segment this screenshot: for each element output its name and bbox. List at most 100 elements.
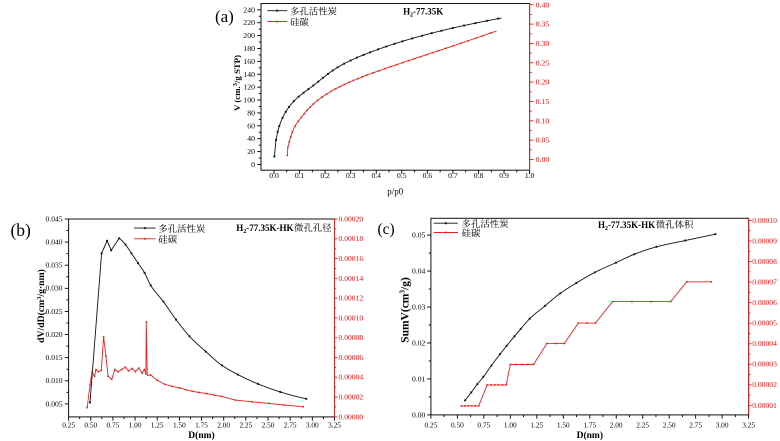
svg-text:0.05: 0.05 (412, 231, 425, 240)
svg-text:0.00006: 0.00006 (752, 298, 777, 307)
svg-text:0.0: 0.0 (269, 171, 279, 180)
svg-text:0.00010: 0.00010 (339, 313, 364, 322)
svg-text:0.30: 0.30 (536, 39, 550, 48)
svg-text:2.50: 2.50 (262, 421, 275, 430)
svg-text:0.1: 0.1 (295, 171, 305, 180)
svg-text:1.75: 1.75 (583, 420, 596, 429)
svg-text:1.00: 1.00 (504, 420, 517, 429)
svg-text:100: 100 (243, 96, 255, 105)
svg-text:0.025: 0.025 (46, 307, 63, 316)
svg-text:0.010: 0.010 (46, 376, 63, 385)
svg-text:2.50: 2.50 (663, 420, 676, 429)
svg-text:3.00: 3.00 (306, 421, 319, 430)
svg-text:0: 0 (251, 160, 255, 169)
svg-text:0.01: 0.01 (412, 374, 425, 383)
svg-text:D(nm): D(nm) (577, 430, 603, 441)
svg-text:0.5: 0.5 (397, 171, 407, 180)
svg-text:0.00004: 0.00004 (339, 373, 364, 382)
svg-text:0.15: 0.15 (536, 97, 550, 106)
svg-text:0.00008: 0.00008 (752, 257, 777, 266)
svg-text:2.25: 2.25 (240, 421, 253, 430)
svg-text:0.00007: 0.00007 (752, 278, 777, 287)
svg-text:0.02: 0.02 (412, 338, 425, 347)
svg-text:0.00006: 0.00006 (339, 353, 364, 362)
svg-text:(c): (c) (377, 221, 394, 238)
svg-text:0.00004: 0.00004 (752, 339, 777, 348)
svg-text:40: 40 (247, 134, 255, 143)
svg-text:0.04: 0.04 (412, 267, 425, 276)
svg-text:0.00012: 0.00012 (339, 294, 364, 303)
svg-text:0.045: 0.045 (46, 214, 63, 223)
svg-text:0.25: 0.25 (62, 421, 75, 430)
svg-text:140: 140 (243, 70, 255, 79)
svg-text:0.8: 0.8 (474, 171, 484, 180)
svg-text:0.10: 0.10 (536, 116, 550, 125)
svg-text:0.00002: 0.00002 (752, 380, 777, 389)
svg-text:0.25: 0.25 (536, 58, 550, 67)
svg-text:0.2: 0.2 (320, 171, 330, 180)
svg-text:(b): (b) (10, 220, 31, 240)
svg-text:160: 160 (243, 57, 255, 66)
svg-text:p/p0: p/p0 (387, 187, 404, 197)
svg-text:3.25: 3.25 (328, 421, 341, 430)
svg-text:0.015: 0.015 (46, 353, 63, 362)
svg-text:120: 120 (243, 83, 255, 92)
svg-text:180: 180 (243, 44, 255, 53)
svg-text:H2-77.35K-HK: H2-77.35K-HK (598, 220, 655, 232)
svg-text:0.35: 0.35 (536, 20, 550, 29)
svg-text:0.00: 0.00 (412, 410, 425, 419)
svg-text:1.25: 1.25 (530, 420, 543, 429)
svg-text:SumV(cm3/g): SumV(cm3/g) (397, 277, 412, 343)
svg-text:0.00016: 0.00016 (339, 254, 364, 263)
svg-text:H2-77.35K-HK: H2-77.35K-HK (236, 223, 293, 235)
svg-text:0.4: 0.4 (371, 171, 381, 180)
svg-text:0.00003: 0.00003 (752, 360, 777, 369)
svg-text:0.005: 0.005 (46, 399, 63, 408)
svg-text:0.00001: 0.00001 (752, 401, 777, 410)
svg-text:240: 240 (243, 5, 255, 14)
svg-text:1.00: 1.00 (129, 421, 142, 430)
svg-text:0.3: 0.3 (346, 171, 356, 180)
svg-text:0.00002: 0.00002 (339, 393, 364, 402)
svg-text:0.00005: 0.00005 (752, 319, 777, 328)
svg-text:0.035: 0.035 (46, 261, 63, 270)
svg-text:2.25: 2.25 (636, 420, 649, 429)
svg-text:H2-77.35K: H2-77.35K (403, 6, 443, 18)
svg-text:0.00000: 0.00000 (339, 412, 364, 421)
svg-text:0.25: 0.25 (425, 420, 438, 429)
svg-text:0.50: 0.50 (84, 421, 97, 430)
svg-text:220: 220 (243, 18, 255, 27)
svg-text:0.7: 0.7 (448, 171, 458, 180)
svg-text:0.20: 0.20 (536, 78, 550, 87)
svg-text:0.00008: 0.00008 (339, 333, 364, 342)
svg-text:D(nm): D(nm) (188, 430, 214, 441)
svg-text:1.75: 1.75 (195, 421, 208, 430)
svg-text:(a): (a) (215, 7, 234, 26)
svg-text:0.00020: 0.00020 (339, 214, 364, 223)
svg-text:V (cm.3/g STP): V (cm.3/g STP) (231, 55, 242, 111)
svg-text:dV/dD(cm3/g·nm): dV/dD(cm3/g·nm) (36, 269, 48, 343)
svg-text:1.0: 1.0 (525, 171, 535, 180)
svg-text:0.50: 0.50 (451, 420, 464, 429)
svg-text:80: 80 (247, 108, 255, 117)
svg-text:3.25: 3.25 (742, 420, 755, 429)
svg-text:0.03: 0.03 (412, 302, 425, 311)
svg-text:0.9: 0.9 (499, 171, 509, 180)
svg-text:1.50: 1.50 (173, 421, 186, 430)
svg-text:0.40: 0.40 (536, 0, 550, 9)
svg-text:3.00: 3.00 (716, 420, 729, 429)
svg-text:2.75: 2.75 (689, 420, 702, 429)
svg-text:2.00: 2.00 (610, 420, 623, 429)
svg-text:2.75: 2.75 (284, 421, 297, 430)
svg-text:0.00014: 0.00014 (339, 274, 364, 283)
svg-text:200: 200 (243, 31, 255, 40)
svg-text:0.00010: 0.00010 (752, 216, 777, 225)
svg-text:1.50: 1.50 (557, 420, 570, 429)
svg-text:0.030: 0.030 (46, 284, 63, 293)
svg-text:0.05: 0.05 (536, 136, 550, 145)
svg-text:20: 20 (247, 147, 255, 156)
svg-text:0.00: 0.00 (536, 155, 550, 164)
svg-text:60: 60 (247, 121, 255, 130)
svg-text:0.00018: 0.00018 (339, 234, 364, 243)
svg-text:1.25: 1.25 (151, 421, 164, 430)
